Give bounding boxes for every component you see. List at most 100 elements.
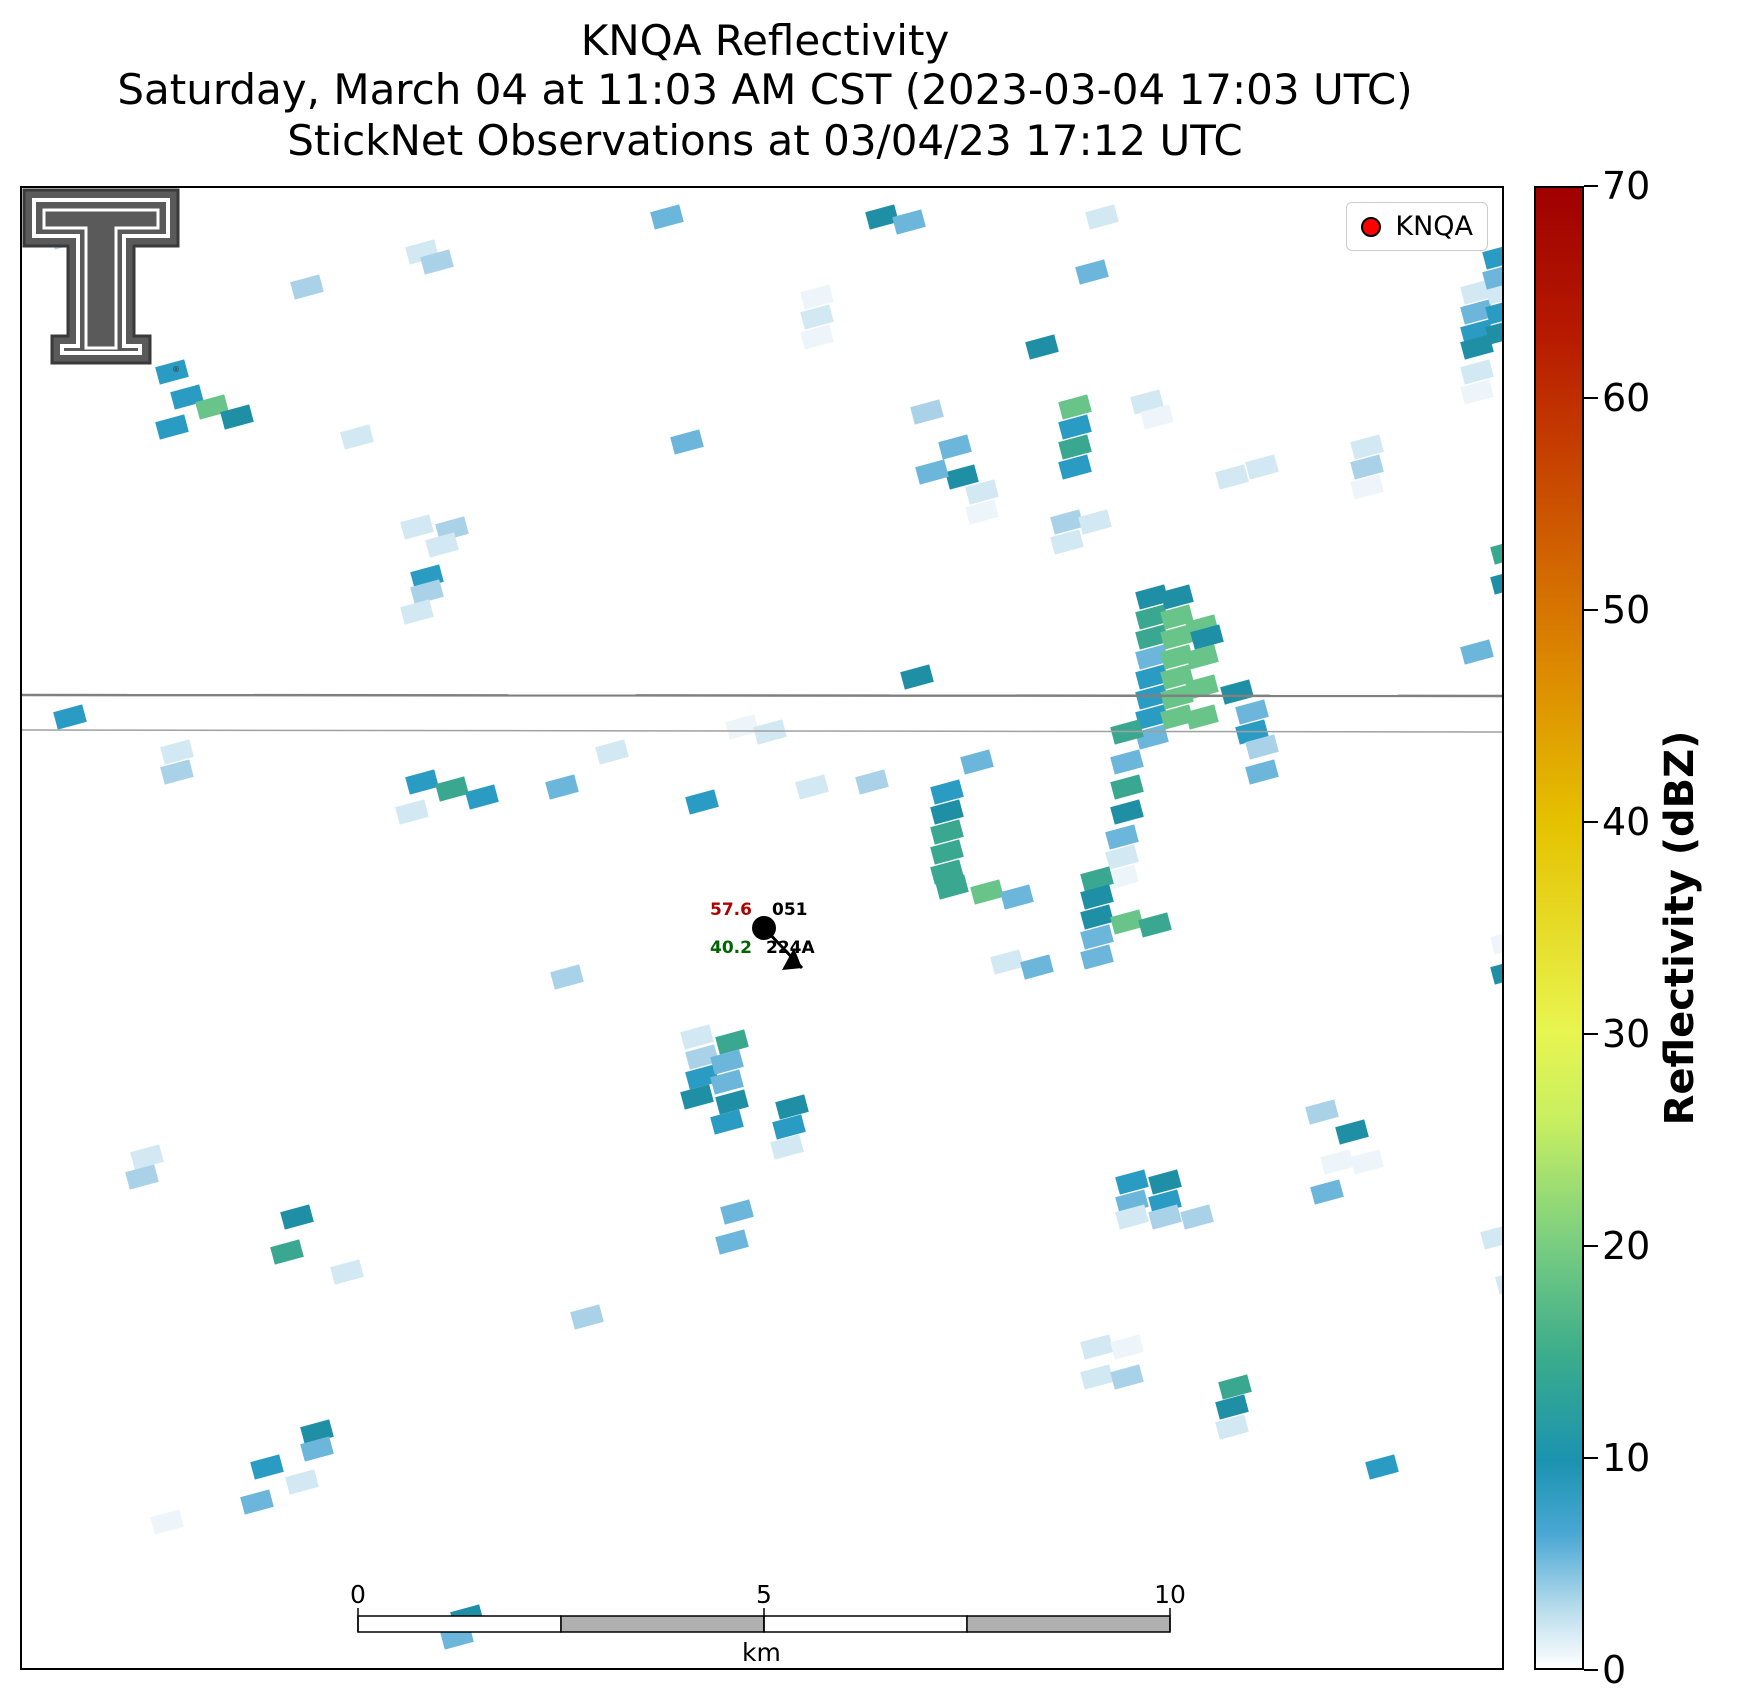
reflectivity-cell bbox=[1365, 1454, 1399, 1480]
reflectivity-cell bbox=[960, 749, 994, 775]
reflectivity-cell bbox=[1110, 1364, 1144, 1390]
colorbar-tick bbox=[1584, 609, 1598, 611]
reflectivity-cell bbox=[1078, 509, 1112, 535]
reflectivity-field bbox=[22, 204, 1502, 1650]
reflectivity-cell bbox=[1245, 454, 1279, 480]
colorbar-tick-label: 0 bbox=[1602, 1648, 1627, 1692]
reflectivity-cell bbox=[1050, 529, 1084, 555]
reflectivity-cell bbox=[220, 404, 254, 430]
reflectivity-cell bbox=[1218, 1374, 1252, 1400]
reflectivity-cell bbox=[1185, 644, 1219, 670]
reflectivity-cell bbox=[330, 1259, 364, 1285]
reflectivity-cell bbox=[1490, 929, 1502, 955]
reflectivity-cell bbox=[150, 1509, 184, 1535]
reflectivity-cell bbox=[1080, 1364, 1114, 1390]
map-legend: KNQA bbox=[1346, 202, 1488, 251]
reflectivity-cell bbox=[1105, 844, 1139, 870]
reflectivity-cell bbox=[1160, 624, 1194, 650]
reflectivity-cell bbox=[1490, 569, 1502, 595]
reflectivity-cell bbox=[1160, 704, 1194, 730]
road-line bbox=[22, 729, 1502, 733]
reflectivity-cell bbox=[1320, 1149, 1354, 1175]
reflectivity-cell bbox=[550, 964, 584, 990]
reflectivity-cell bbox=[710, 1049, 744, 1075]
reflectivity-cell bbox=[1085, 204, 1119, 230]
reflectivity-cell bbox=[1080, 904, 1114, 930]
reflectivity-cell bbox=[195, 394, 229, 420]
reflectivity-cell bbox=[715, 1229, 749, 1255]
reflectivity-cell bbox=[725, 714, 759, 740]
reflectivity-cell bbox=[915, 459, 949, 485]
reflectivity-cell bbox=[1460, 279, 1494, 305]
reflectivity-cell bbox=[1460, 359, 1494, 385]
reflectivity-cell bbox=[720, 1199, 754, 1225]
wind-barb-flag bbox=[782, 948, 802, 970]
reflectivity-cell bbox=[1495, 1269, 1502, 1295]
reflectivity-cell bbox=[1110, 1334, 1144, 1360]
reflectivity-cell bbox=[930, 779, 964, 805]
reflectivity-cell bbox=[160, 739, 194, 765]
reflectivity-cell bbox=[1135, 664, 1169, 690]
colorbar-tick-label: 70 bbox=[1602, 164, 1651, 208]
reflectivity-cell bbox=[1058, 454, 1092, 480]
reflectivity-cell bbox=[1215, 1414, 1249, 1440]
reflectivity-cell bbox=[1215, 464, 1249, 490]
reflectivity-cell bbox=[772, 1114, 806, 1140]
reflectivity-cell bbox=[1138, 912, 1172, 938]
station-marker[interactable] bbox=[752, 916, 804, 970]
reflectivity-cell bbox=[930, 819, 964, 845]
reflectivity-cell bbox=[435, 776, 469, 802]
reflectivity-cell bbox=[900, 664, 934, 690]
reflectivity-cell bbox=[935, 874, 969, 900]
reflectivity-cell bbox=[1215, 1394, 1249, 1420]
reflectivity-cell bbox=[650, 204, 684, 230]
title-datetime: Saturday, March 04 at 11:03 AM CST (2023… bbox=[117, 65, 1413, 114]
reflectivity-cell bbox=[1485, 319, 1502, 345]
reflectivity-cell bbox=[1460, 299, 1494, 325]
reflectivity-cell bbox=[280, 1204, 314, 1230]
reflectivity-cell bbox=[240, 1489, 274, 1515]
reflectivity-cell bbox=[1350, 434, 1384, 460]
reflectivity-cell bbox=[1160, 644, 1194, 670]
reflectivity-cell bbox=[1482, 264, 1502, 290]
colorbar-tick bbox=[1584, 1457, 1598, 1459]
reflectivity-cell bbox=[1160, 604, 1194, 630]
scale-tick-0: 0 bbox=[350, 1580, 366, 1609]
reflectivity-cell bbox=[1190, 624, 1224, 650]
reflectivity-cell bbox=[1105, 824, 1139, 850]
reflectivity-cell bbox=[465, 784, 499, 810]
reflectivity-cell bbox=[1245, 734, 1279, 760]
reflectivity-cell bbox=[1000, 884, 1034, 910]
reflectivity-cell bbox=[1110, 799, 1144, 825]
reflectivity-cell bbox=[1080, 866, 1114, 892]
reflectivity-cell bbox=[1148, 1169, 1182, 1195]
colorbar-tick-label: 10 bbox=[1602, 1436, 1651, 1480]
reflectivity-cell bbox=[1335, 1119, 1369, 1145]
scale-bar bbox=[357, 1608, 1171, 1633]
reflectivity-cell bbox=[1020, 954, 1054, 980]
reflectivity-cell bbox=[1490, 959, 1502, 985]
reflectivity-cell bbox=[1058, 434, 1092, 460]
reflectivity-cell bbox=[775, 1094, 809, 1120]
reflectivity-cell bbox=[395, 799, 429, 825]
reflectivity-cell bbox=[800, 324, 834, 350]
reflectivity-cell bbox=[1460, 379, 1494, 405]
reflectivity-cell bbox=[770, 1134, 804, 1160]
reflectivity-cell bbox=[1110, 749, 1144, 775]
reflectivity-cell bbox=[1235, 699, 1269, 725]
colorbar-tick-label: 20 bbox=[1602, 1224, 1651, 1268]
reflectivity-cell bbox=[685, 1064, 719, 1090]
reflectivity-cell bbox=[865, 204, 899, 230]
knqa-marker-icon bbox=[1361, 216, 1382, 237]
reflectivity-cell bbox=[680, 1024, 714, 1050]
colorbar-tick bbox=[1584, 1245, 1598, 1247]
reflectivity-cell bbox=[795, 774, 829, 800]
station-id: 224A bbox=[766, 938, 815, 958]
reflectivity-cell bbox=[425, 532, 459, 558]
reflectivity-cell bbox=[1480, 1224, 1502, 1250]
radar-map[interactable]: ® KNQA 57.6 051 40.2 224A 0 5 10 km bbox=[20, 186, 1504, 1670]
reflectivity-cell bbox=[290, 274, 324, 300]
reflectivity-cell bbox=[1305, 1099, 1339, 1125]
reflectivity-cell bbox=[1080, 924, 1114, 950]
reflectivity-cell bbox=[1140, 404, 1174, 430]
